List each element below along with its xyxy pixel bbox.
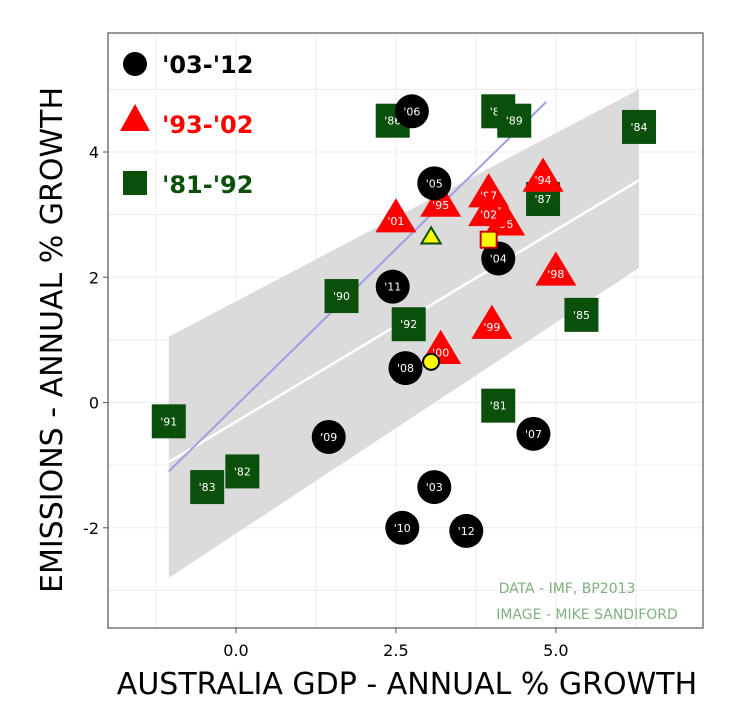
point-label-93-02-98: '98 [547,268,564,281]
point-03-12-07 [516,416,551,451]
plot-frame [107,32,704,629]
point-93-02-97 [468,173,510,208]
point-label-81-92-87: '87 [535,193,552,206]
legend-label-03-12: '03-'12 [162,51,253,79]
legend-square-icon [123,171,147,195]
point-03-12-12 [449,513,484,548]
point-label-81-92-90: '90 [333,290,350,303]
point-label-81-92-82: '82 [234,465,251,478]
x-axis-title: AUSTRALIA GDP - ANNUAL % GROWTH [117,667,697,702]
point-81-92-85 [564,297,599,332]
credits: DATA - IMF, BP2013 IMAGE - MIKE SANDIFOR… [496,581,678,623]
point-label-03-12-11: '11 [384,281,401,294]
legend-label-81-92: '81-'92 [162,171,253,199]
point-label-81-92-91: '91 [160,415,177,428]
point-81-92-90 [324,279,359,314]
point-93-02-96 [484,201,526,236]
legend-circle-icon [123,52,147,76]
point-03-12-08 [388,351,423,386]
point-03-12-09 [311,419,346,454]
point-label-81-92-92: '92 [400,318,417,331]
point-label-03-12-10: '10 [394,522,411,535]
point-label-03-12-08: '08 [397,362,414,375]
point-81-92-92 [391,307,426,342]
point-81-92-91 [151,404,186,439]
point-93-02-94 [522,157,564,192]
y-tick-label-2: 2 [89,268,99,287]
x-tick-label-0-0: 0.0 [223,641,248,660]
point-label-81-92-89: '89 [506,115,523,128]
y-tick-label-4: 4 [89,143,99,162]
x-tick-label-2-5: 2.5 [383,641,408,660]
credit-image: IMAGE - MIKE SANDIFORD [496,607,678,623]
point-label-93-02-02: '02 [480,209,497,222]
point-03-12-06 [394,94,429,129]
point-label-81-92-81: '81 [490,400,507,413]
point-81-92-82 [225,454,260,489]
point-93-02-02 [468,191,510,227]
point-label-03-12-12: '12 [458,525,475,538]
point-label-03-12-03: '03 [426,481,443,494]
point-03-12-10 [385,510,420,545]
y-tick-label-0: 0 [89,394,99,413]
legend: '03-'12 '93-'02 '81-'92 [120,51,253,199]
point-81-92-89 [497,103,532,138]
point-81-92-81 [481,388,516,423]
point-label-03-12-06: '06 [403,105,420,118]
point-93-02-99 [471,304,513,339]
credit-data: DATA - IMF, BP2013 [499,581,636,597]
point-label-93-02-99: '99 [483,321,500,334]
point-label-81-92-84: '84 [631,121,648,134]
point-93-02-98 [535,251,577,286]
legend-item-81-92: '81-'92 [123,171,253,199]
point-93-02-95 [420,182,462,217]
point-93-02-01 [375,198,417,233]
plot-area: 0.02.55.0-2024'81'82'83'84'85'86'87'88'8… [83,32,704,660]
legend-label-93-02: '93-'02 [162,111,253,139]
point-label-93-02-94: '94 [535,174,552,187]
point-03-12-04 [481,241,516,276]
point-03-12-05 [417,166,452,201]
point-label-03-12-05: '05 [426,177,443,190]
legend-item-93-02: '93-'02 [120,104,253,139]
average-circle-03-12 [422,352,441,371]
y-tick-label-2: -2 [83,519,99,538]
x-tick-label-5-0: 5.0 [543,641,568,660]
y-axis-title: EMISSIONS - ANNUAL % GROWTH [35,87,70,593]
point-81-92-83 [190,470,225,505]
point-03-12-03 [417,470,452,505]
point-81-92-84 [622,109,657,144]
point-label-93-02-01: '01 [387,215,404,228]
point-label-81-92-85: '85 [573,309,590,322]
average-triangle-93-02 [419,225,443,245]
legend-triangle-icon [120,104,150,131]
point-label-03-12-07: '07 [525,428,542,441]
point-03-12-11 [375,269,410,304]
point-label-81-92-83: '83 [199,481,216,494]
point-label-03-12-09: '09 [320,431,337,444]
legend-item-03-12: '03-'12 [123,51,253,79]
average-square-81-92 [479,230,498,249]
point-label-93-02-95: '95 [432,199,449,212]
point-label-03-12-04: '04 [490,252,507,265]
